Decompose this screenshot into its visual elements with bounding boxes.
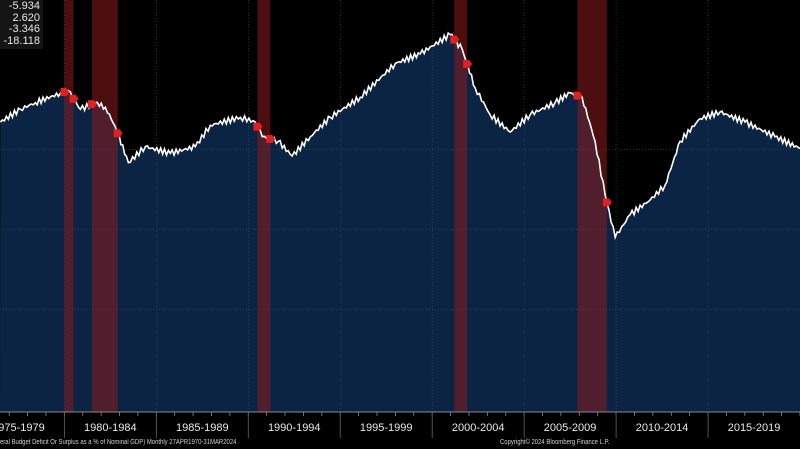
footer-copyright: Copyright© 2024 Bloomberg Finance L.P. bbox=[500, 439, 610, 446]
recession-marker bbox=[253, 122, 263, 131]
recession-band bbox=[577, 0, 607, 416]
x-tick-label: 2015-2019 bbox=[728, 422, 781, 434]
recession-marker bbox=[602, 198, 612, 207]
legend-box: -5.934 2.620 -3.346 -18.118 bbox=[0, 0, 43, 49]
x-tick-label: 1985-1989 bbox=[176, 422, 229, 434]
recession-marker bbox=[266, 135, 276, 144]
recession-band bbox=[91, 0, 118, 416]
x-tick-label: 2005-2009 bbox=[544, 422, 597, 434]
x-tick-label: 2010-2014 bbox=[636, 422, 689, 434]
recession-marker bbox=[60, 88, 70, 96]
x-tick-label: 1995-1999 bbox=[360, 422, 413, 434]
x-axis-bar bbox=[0, 412, 800, 438]
x-tick-label: 1975-1979 bbox=[0, 422, 45, 434]
recession-band bbox=[454, 0, 468, 416]
area-fill bbox=[0, 33, 800, 412]
recession-marker bbox=[69, 94, 79, 103]
x-tick-label: 1990-1994 bbox=[268, 422, 321, 434]
footer-description: eral Budget Deficit Or Surplus as a % of… bbox=[0, 439, 237, 446]
legend-value-last: -5.934 bbox=[8, 0, 40, 12]
recession-band bbox=[64, 0, 74, 416]
series-line bbox=[0, 31, 800, 241]
recession-marker bbox=[450, 35, 460, 44]
recession-band bbox=[257, 0, 271, 416]
legend-value-high: 2.620 bbox=[12, 11, 40, 24]
recession-marker bbox=[113, 129, 123, 138]
x-tick-label: 2000-2004 bbox=[452, 422, 505, 434]
legend-value-average: -3.346 bbox=[8, 23, 40, 35]
x-tick-label: 1980-1984 bbox=[84, 422, 137, 434]
recession-marker bbox=[87, 100, 97, 109]
recession-marker bbox=[573, 91, 583, 100]
legend-value-low: -18.118 bbox=[3, 34, 41, 47]
recession-marker bbox=[463, 60, 473, 69]
